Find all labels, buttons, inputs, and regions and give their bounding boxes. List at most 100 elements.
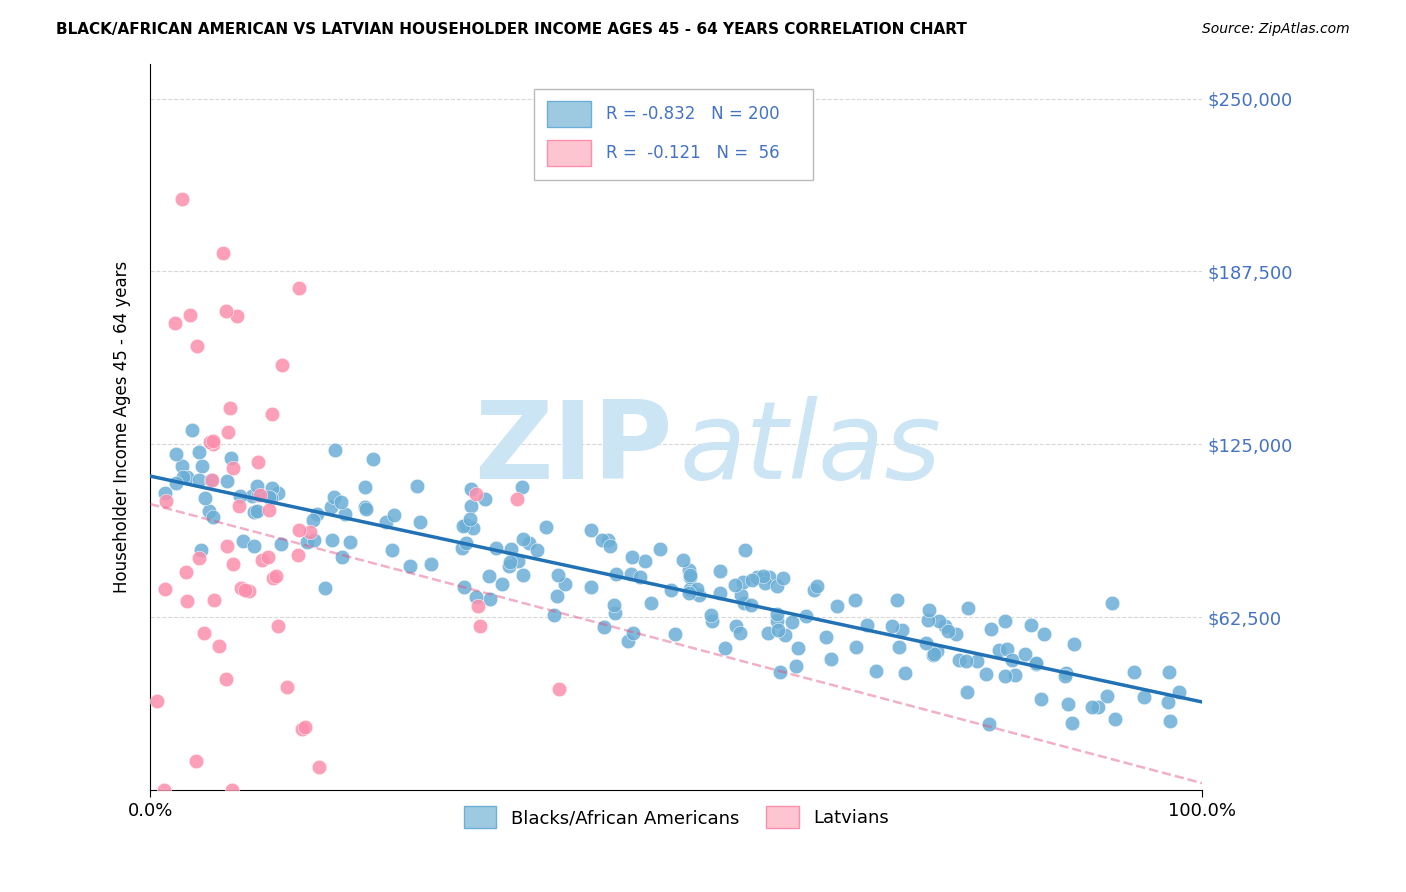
Point [201, 437, 224, 451]
Point [917, 603, 939, 617]
Point [1014, 647, 1036, 661]
Point [298, 524, 321, 539]
Point [460, 499, 482, 513]
Legend: Blacks/African Americans, Latvians: Blacks/African Americans, Latvians [457, 799, 896, 835]
Point [174, 565, 197, 579]
Point [1132, 690, 1154, 704]
Point [921, 648, 943, 662]
Point [474, 491, 496, 506]
Point [242, 539, 264, 553]
Point [294, 720, 316, 734]
Point [176, 594, 198, 608]
Point [212, 246, 235, 260]
Point [1157, 665, 1180, 680]
Point [512, 568, 534, 582]
Point [478, 591, 501, 606]
Point [845, 640, 868, 654]
Point [246, 504, 269, 518]
Point [1054, 669, 1077, 683]
Point [186, 339, 208, 353]
Text: ZIP: ZIP [475, 396, 673, 502]
Point [240, 489, 263, 503]
Point [179, 308, 201, 322]
Point [1095, 689, 1118, 703]
Point [172, 470, 194, 484]
Point [485, 541, 508, 555]
Point [956, 601, 979, 615]
Point [384, 508, 406, 523]
Point [623, 626, 645, 640]
Point [217, 425, 239, 440]
Point [249, 488, 271, 502]
Point [591, 533, 613, 547]
FancyBboxPatch shape [547, 139, 591, 166]
Point [605, 606, 627, 620]
Point [450, 541, 472, 556]
Text: R =  -0.121   N =  56: R = -0.121 N = 56 [606, 144, 779, 161]
Point [956, 685, 979, 699]
Point [1159, 714, 1181, 728]
Point [219, 450, 242, 465]
Point [478, 569, 501, 583]
Point [995, 641, 1018, 656]
Point [233, 583, 256, 598]
Point [1087, 699, 1109, 714]
Point [1080, 699, 1102, 714]
Point [354, 500, 377, 515]
Point [890, 623, 912, 637]
Point [679, 570, 702, 584]
Point [246, 479, 269, 493]
Point [354, 480, 377, 494]
Point [247, 455, 270, 469]
Point [460, 482, 482, 496]
Point [605, 566, 627, 581]
FancyBboxPatch shape [534, 89, 813, 180]
Point [454, 536, 477, 550]
Point [974, 666, 997, 681]
Point [773, 628, 796, 642]
Point [547, 568, 569, 582]
Point [361, 451, 384, 466]
Point [724, 618, 747, 632]
Point [201, 434, 224, 448]
Point [153, 582, 176, 596]
Point [1019, 618, 1042, 632]
Point [208, 639, 231, 653]
Point [463, 521, 485, 535]
Point [1168, 685, 1191, 699]
Point [291, 722, 314, 736]
Point [752, 569, 775, 583]
Point [222, 558, 245, 572]
Point [250, 553, 273, 567]
Point [288, 281, 311, 295]
Point [172, 192, 194, 206]
Point [214, 673, 236, 687]
Point [598, 533, 620, 547]
Point [260, 491, 283, 506]
Point [1025, 656, 1047, 670]
Point [228, 499, 250, 513]
Point [740, 598, 762, 612]
Point [453, 580, 475, 594]
Point [724, 578, 747, 592]
Point [758, 570, 780, 584]
Point [640, 596, 662, 610]
Point [229, 489, 252, 503]
Point [354, 501, 377, 516]
Point [187, 473, 209, 487]
Point [603, 598, 626, 612]
Point [786, 641, 808, 656]
Point [257, 490, 280, 504]
Point [745, 570, 768, 584]
Point [659, 582, 682, 597]
Point [222, 461, 245, 475]
Point [780, 615, 803, 629]
Point [934, 619, 956, 633]
Point [534, 520, 557, 534]
Point [699, 608, 721, 623]
Point [1063, 636, 1085, 650]
Point [664, 626, 686, 640]
Point [491, 577, 513, 591]
Point [766, 607, 789, 621]
Point [512, 532, 534, 546]
